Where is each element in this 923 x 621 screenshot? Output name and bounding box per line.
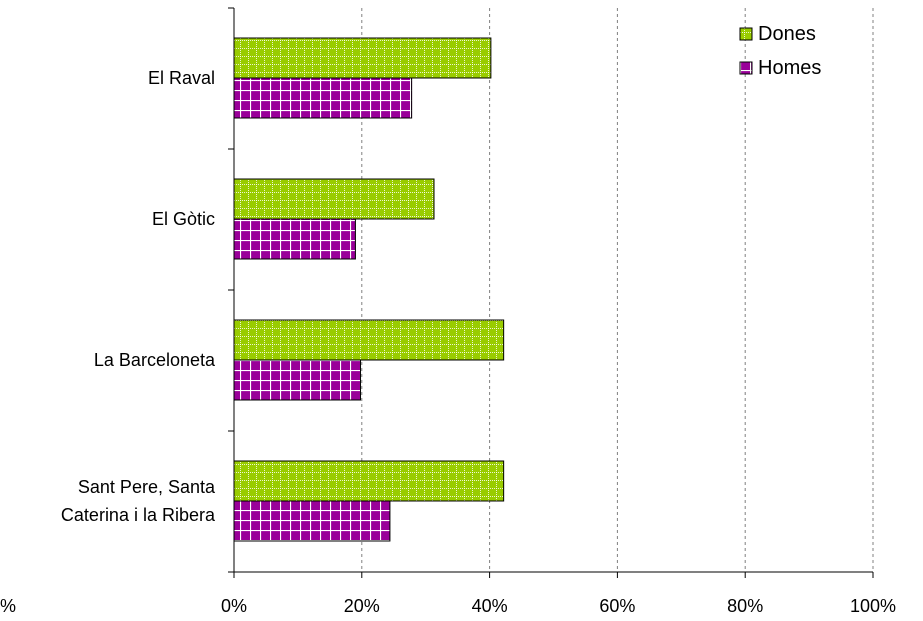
x-tick-label: 40% — [472, 596, 508, 616]
bar-homes — [233, 218, 356, 260]
category-label: Caterina i la Ribera — [61, 505, 216, 525]
bar-homes — [233, 500, 391, 542]
x-tick-label: 60% — [599, 596, 635, 616]
x-tick-label: 80% — [727, 596, 763, 616]
legend: Dones Homes — [739, 23, 821, 79]
bars — [233, 37, 505, 542]
bar-dones — [233, 178, 435, 220]
x-tick-label: 100% — [850, 596, 896, 616]
stray-percent-label: % — [0, 596, 16, 616]
legend-label-homes: Homes — [758, 57, 821, 79]
x-tick-label: 20% — [344, 596, 380, 616]
category-label: El Raval — [148, 68, 215, 88]
category-label: El Gòtic — [152, 209, 215, 229]
bar-dones — [233, 37, 492, 79]
legend-swatch-homes — [739, 61, 753, 75]
bar-homes — [233, 77, 413, 119]
legend-swatch-dones — [739, 27, 753, 41]
x-tick-labels: 0% 20% 40% 60% 80% 100%% — [0, 596, 896, 616]
axes — [228, 7, 874, 578]
legend-label-dones: Dones — [758, 23, 816, 45]
bar-homes — [233, 359, 362, 401]
bar-dones — [233, 319, 505, 361]
category-labels: El Raval El Gòtic La Barceloneta Sant Pere,… — [61, 68, 216, 525]
x-tick-label: 0% — [221, 596, 247, 616]
bar-dones — [233, 460, 505, 502]
category-label: Sant Pere, Santa — [78, 477, 216, 497]
category-label: La Barceloneta — [94, 350, 216, 370]
